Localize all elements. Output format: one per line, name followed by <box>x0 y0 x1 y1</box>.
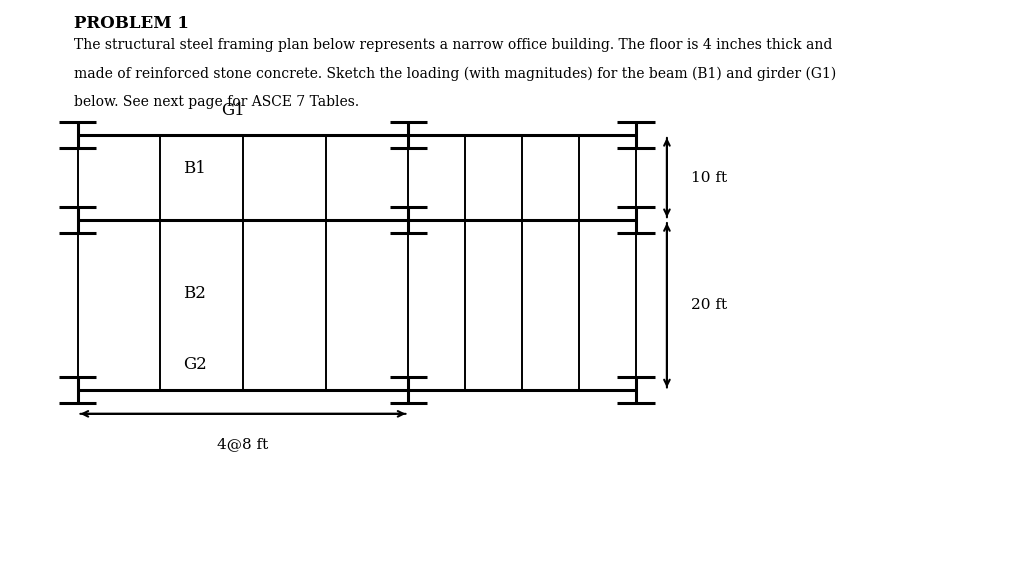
Text: PROBLEM 1: PROBLEM 1 <box>74 15 189 32</box>
Text: G2: G2 <box>183 356 207 373</box>
Text: 20 ft: 20 ft <box>691 298 727 312</box>
Text: B1: B1 <box>183 160 207 177</box>
Text: G1: G1 <box>221 102 244 119</box>
Text: 10 ft: 10 ft <box>691 171 727 184</box>
Text: made of reinforced stone concrete. Sketch the loading (with magnitudes) for the : made of reinforced stone concrete. Sketc… <box>74 66 837 81</box>
Text: 4@8 ft: 4@8 ft <box>217 437 269 451</box>
Text: below. See next page for ASCE 7 Tables.: below. See next page for ASCE 7 Tables. <box>74 95 360 109</box>
Text: The structural steel framing plan below represents a narrow office building. The: The structural steel framing plan below … <box>74 38 832 52</box>
Text: B2: B2 <box>183 285 207 302</box>
